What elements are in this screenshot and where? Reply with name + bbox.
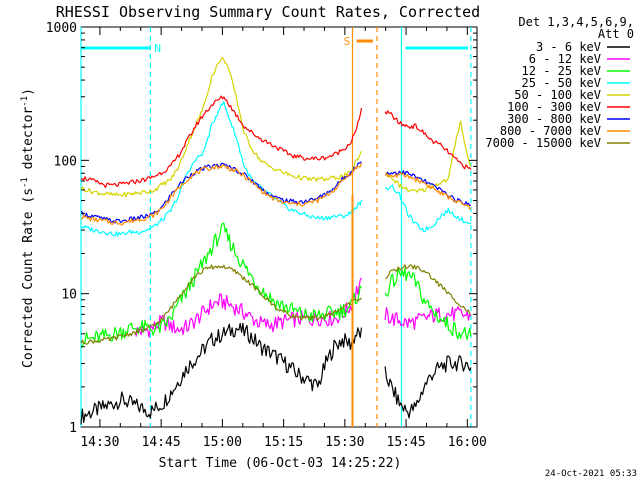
legend-label: 3 - 6 keV bbox=[536, 40, 601, 54]
series-line-12-25-kev bbox=[80, 222, 472, 349]
series-line-100-300-kev bbox=[80, 95, 472, 188]
legend-label: 7000 - 15000 keV bbox=[485, 136, 601, 150]
x-tick-label: 16:00 bbox=[448, 435, 487, 450]
chart-title: RHESSI Observing Summary Count Rates, Co… bbox=[56, 3, 480, 21]
x-tick-label: 15:30 bbox=[325, 435, 364, 450]
series-line-3-6-kev bbox=[80, 322, 472, 425]
y-axis-label-mid: detector bbox=[21, 107, 36, 178]
legend-label: 12 - 25 keV bbox=[522, 64, 601, 78]
x-tick-label: 15:15 bbox=[264, 435, 303, 450]
series-line-800-7000-kev bbox=[80, 163, 472, 226]
x-axis-label: Start Time (06-Oct-03 14:25:22) bbox=[159, 456, 402, 471]
x-tick-label: 14:30 bbox=[80, 435, 119, 450]
legend-label: 25 - 50 keV bbox=[522, 76, 601, 90]
series-line-7000-15000-kev bbox=[80, 264, 472, 345]
x-tick-label: 15:45 bbox=[387, 435, 426, 450]
y-axis: 1 10 100 1000 bbox=[46, 21, 477, 436]
y-tick-label: 1000 bbox=[46, 21, 77, 36]
y-tick-label: 10 bbox=[61, 288, 77, 303]
legend-label: 50 - 100 keV bbox=[514, 88, 601, 102]
x-tick-label: 14:45 bbox=[142, 435, 181, 450]
timestamp: 24-Oct-2021 05:33 bbox=[545, 469, 637, 479]
flag-label-0: N bbox=[154, 42, 161, 55]
legend-header-2: Att 0 bbox=[598, 27, 634, 41]
data-series bbox=[80, 57, 472, 427]
y-axis-label: Corrected Count Rate (s-1 detector-1) bbox=[20, 88, 36, 368]
legend-label: 300 - 800 keV bbox=[507, 112, 601, 126]
x-axis: 14:30 14:45 15:00 15:15 15:30 15:45 16:00 bbox=[80, 27, 487, 450]
y-axis-label-sup1: -1 bbox=[20, 177, 30, 188]
series-line-25-50-kev bbox=[80, 101, 472, 237]
y-axis-label-sup2: -1 bbox=[20, 96, 30, 107]
y-tick-label: 1 bbox=[69, 421, 77, 436]
legend-label: 100 - 300 keV bbox=[507, 100, 601, 114]
y-tick-label: 100 bbox=[54, 154, 77, 169]
flag-label-1: S bbox=[344, 35, 351, 48]
legend-label: 800 - 7000 keV bbox=[500, 124, 601, 138]
time-markers bbox=[80, 27, 472, 427]
x-tick-label: 15:00 bbox=[203, 435, 242, 450]
series-line-6-12-kev bbox=[135, 277, 472, 338]
legend-label: 6 - 12 keV bbox=[529, 52, 601, 66]
y-axis-label-end: ) bbox=[21, 88, 36, 96]
legend-header-1: Det 1,3,4,5,6,9, bbox=[518, 15, 634, 29]
y-axis-label-main: Corrected Count Rate (s bbox=[21, 188, 36, 368]
flag-bars: NS bbox=[81, 35, 469, 55]
